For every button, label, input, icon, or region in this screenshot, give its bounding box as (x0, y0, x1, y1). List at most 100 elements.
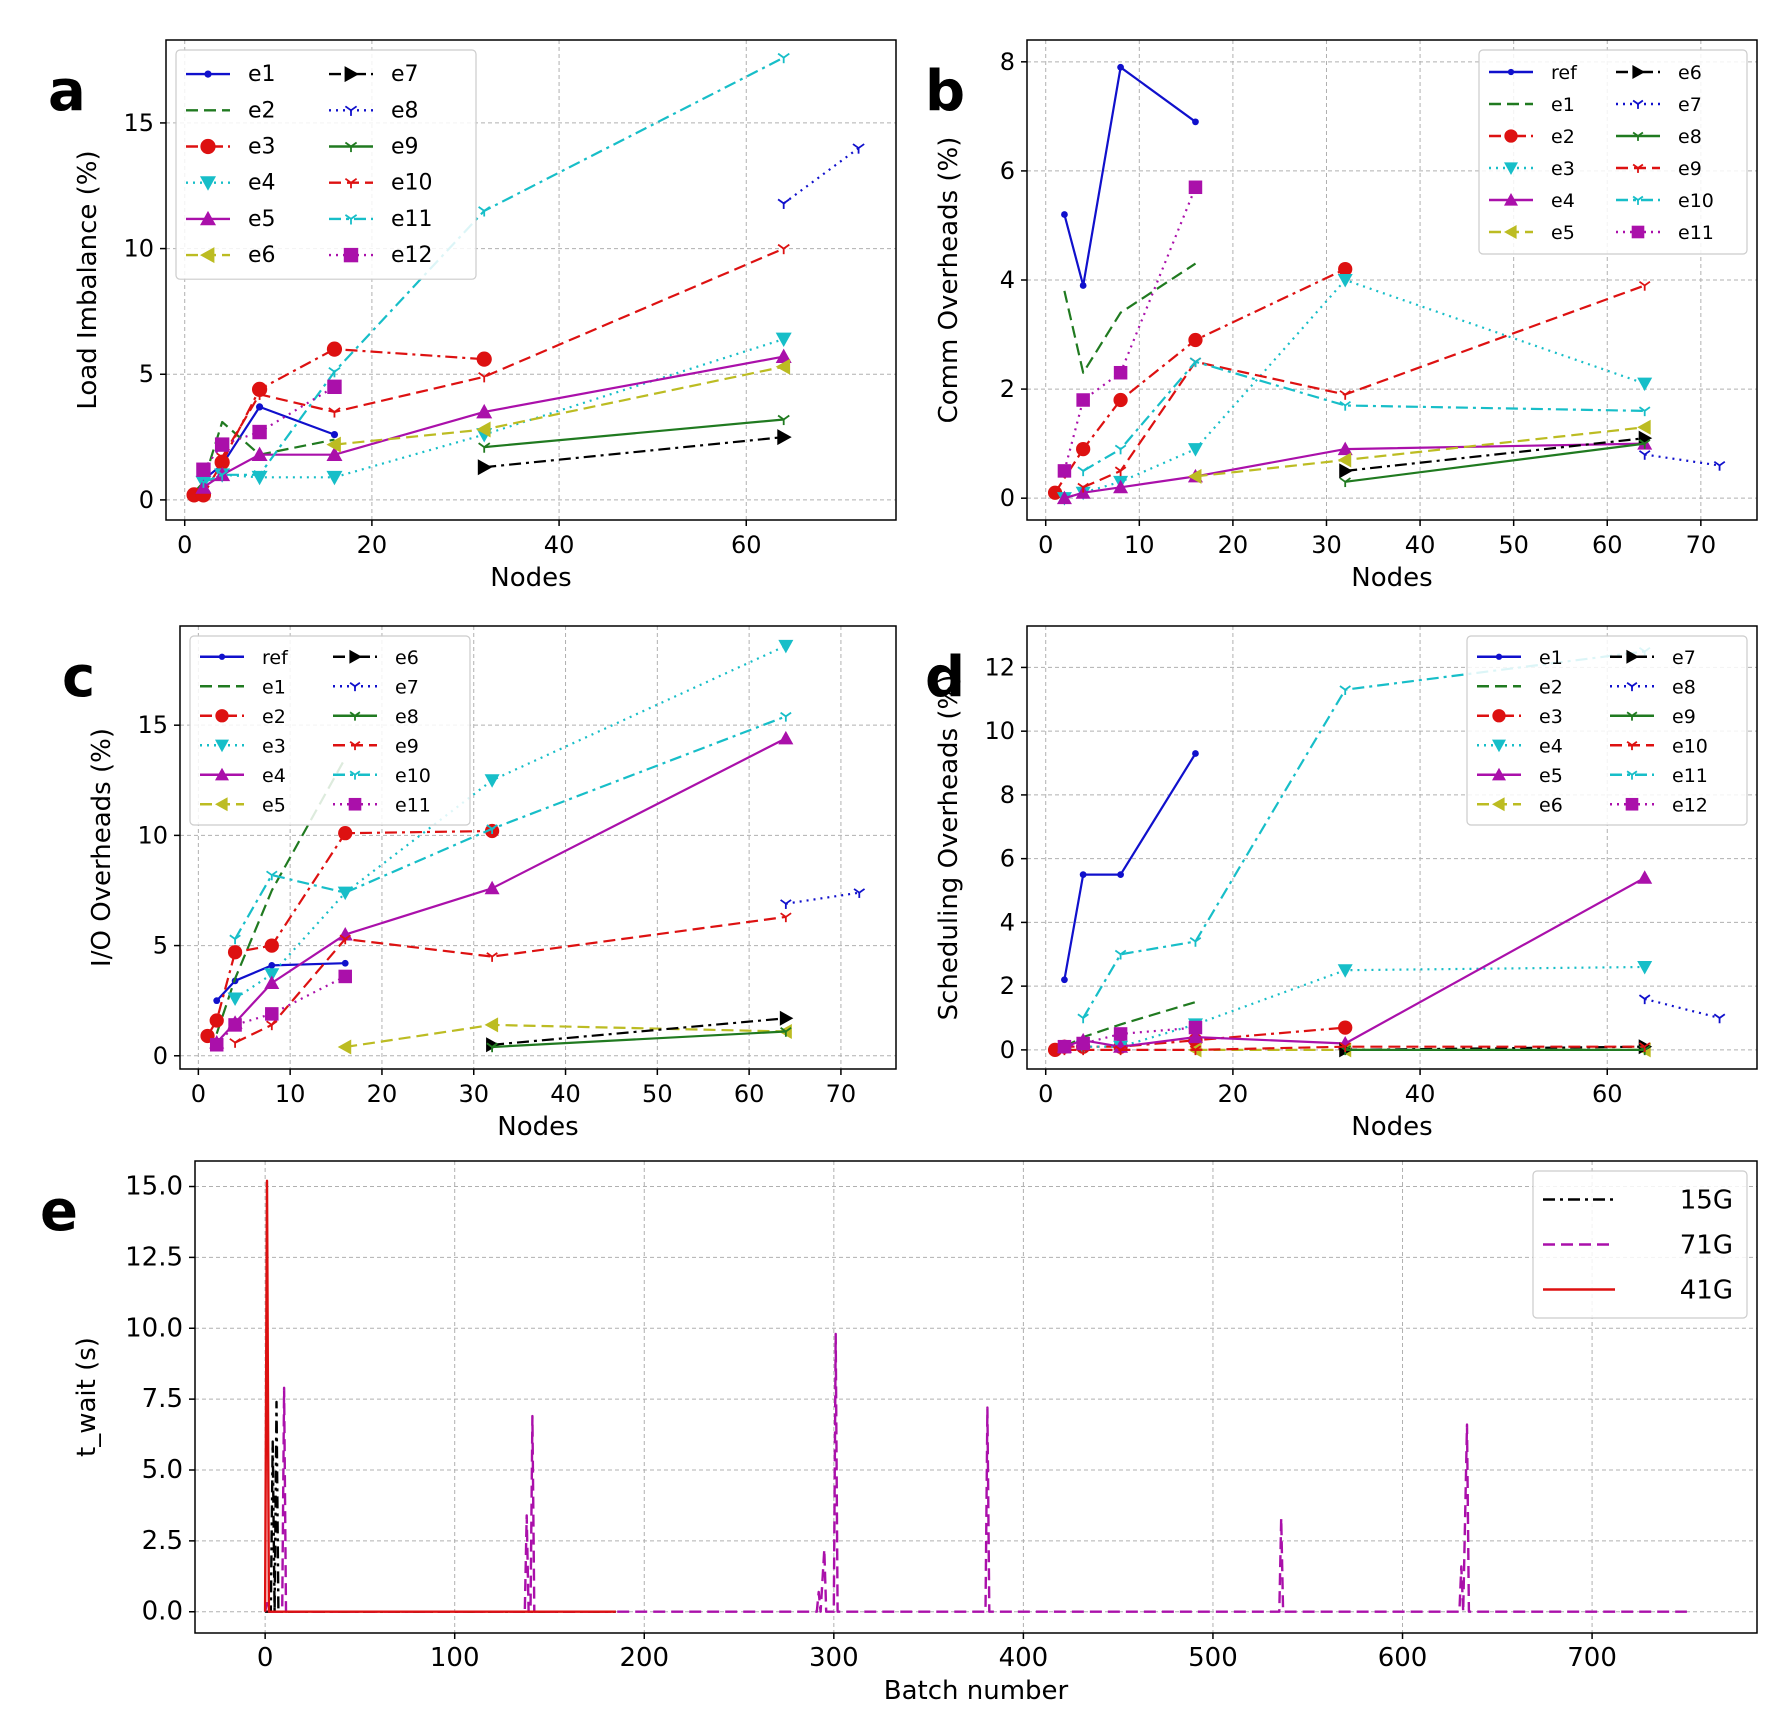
series-line-e1 (1063, 262, 1197, 374)
legend-label: e3 (262, 735, 286, 757)
x-tick-label: 400 (999, 1643, 1049, 1673)
point-ref-1 (1079, 282, 1087, 289)
series-line-e8 (1644, 997, 1720, 1020)
legend-item-e9: e9 (333, 735, 419, 757)
legend-marker-e10 (1626, 741, 1638, 751)
point-e8-0 (1638, 994, 1651, 1005)
legend-label: e10 (395, 765, 431, 787)
legend-label: e11 (1678, 222, 1714, 244)
legend-item-e11: e11 (333, 794, 431, 816)
legend-label: e11 (1672, 765, 1708, 787)
point-e4-5 (778, 730, 794, 745)
legend-marker-e6 (200, 247, 215, 264)
series-line-e11 (202, 56, 785, 484)
point-e10-4 (780, 711, 792, 722)
legend-item-e6: e6 (186, 243, 276, 268)
point-e11-3 (1188, 180, 1203, 195)
legend-label: e7 (391, 62, 419, 87)
legend-marker-e12 (343, 247, 359, 263)
point-e11-0 (209, 1038, 224, 1052)
series-line-71G (263, 1332, 1687, 1613)
legend-label: ref (1551, 62, 1578, 84)
grid (1027, 626, 1757, 1069)
legend-label: e10 (391, 171, 433, 196)
legend-marker-e9 (1632, 163, 1644, 173)
legend-marker-e10 (344, 177, 358, 189)
point-e5-2 (251, 446, 268, 462)
point-e4-4 (1337, 441, 1353, 456)
point-e8-1 (1638, 439, 1651, 449)
legend-marker-e2 (215, 709, 229, 723)
legend: 15G 71G 41G (1532, 1170, 1748, 1319)
point-e11-2 (1113, 365, 1128, 380)
point-e10-3 (478, 372, 491, 383)
panel-label-a: a (48, 59, 86, 124)
legend: e1 e2 e3 e4 e5 e6 e7 e8 e9 e10 e11 e12 (175, 49, 477, 280)
point-e11-4 (478, 206, 491, 217)
point-e4-2 (264, 975, 280, 990)
legend-label: e8 (395, 706, 419, 728)
x-tick-label: 30 (1311, 531, 1342, 559)
series-line-41G (263, 1179, 616, 1613)
point-e5-5 (1637, 870, 1653, 884)
legend-marker-e5 (200, 210, 216, 226)
series-line-e11 (1063, 186, 1197, 472)
point-e12-0 (196, 462, 211, 477)
x-tick-label: 600 (1378, 1643, 1428, 1673)
series-line-e1 (1063, 752, 1197, 980)
legend-item-e6: e6 (1616, 62, 1702, 84)
legend-label: e3 (1539, 706, 1563, 728)
axes-frame (165, 39, 897, 521)
point-e4-4 (1637, 961, 1653, 975)
legend-label: e9 (1672, 706, 1696, 728)
series-line-e10 (1064, 1045, 1645, 1052)
legend-item-e9: e9 (329, 135, 419, 160)
legend-item-e1: e1 (1477, 647, 1563, 669)
y-tick-label: 0 (1000, 1036, 1015, 1064)
legend-item-e1: e1 (200, 676, 286, 698)
legend-label: e6 (1678, 62, 1702, 84)
legend-marker-e9 (349, 741, 361, 751)
x-axis-label: Batch number (884, 1676, 1069, 1706)
legend-label: e7 (1678, 94, 1702, 116)
point-e8-1 (852, 143, 865, 154)
y-tick-label: 0.0 (142, 1597, 183, 1627)
legend-marker-e11 (1626, 770, 1638, 780)
legend-item-71G: 71G (1543, 1231, 1733, 1261)
legend-marker-e8 (1626, 682, 1638, 692)
legend-item-e4: e4 (200, 765, 286, 787)
y-tick-label: 0 (139, 486, 154, 514)
legend-label: e8 (391, 98, 419, 123)
legend-item-e5: e5 (200, 794, 286, 816)
legend-item-15G: 15G (1543, 1186, 1733, 1216)
y-tick-label: 12.5 (125, 1242, 183, 1272)
legend-item-e1: e1 (1489, 94, 1575, 116)
legend-marker-e5 (1504, 225, 1517, 239)
point-e4-5 (775, 332, 792, 348)
x-tick-label: 20 (367, 1080, 398, 1108)
legend-label: 15G (1680, 1186, 1733, 1216)
point-e11-0 (1077, 1013, 1089, 1024)
x-tick-label: 40 (1405, 531, 1436, 559)
point-e9-1 (266, 1020, 278, 1031)
y-tick-label: 12 (984, 653, 1015, 681)
legend-item-e6: e6 (333, 647, 419, 669)
point-e1-2 (255, 403, 264, 411)
legend-marker-e10 (1632, 195, 1644, 205)
point-e2-3 (264, 938, 279, 953)
point-e8-0 (777, 198, 790, 209)
legend-label: e2 (1551, 126, 1575, 148)
series-line-e8 (783, 147, 860, 205)
x-tick-label: 60 (734, 1080, 765, 1108)
y-axis-label: I/O Overheads (%) (87, 728, 117, 967)
series-line-ref (1063, 66, 1197, 287)
legend-item-e6: e6 (1477, 794, 1563, 816)
point-e10-5 (1638, 1042, 1651, 1052)
legend-label: e9 (1678, 158, 1702, 180)
legend-label: e1 (248, 62, 276, 87)
point-e3-1 (264, 968, 280, 982)
point-e2-2 (227, 945, 243, 960)
series-group (263, 1179, 1687, 1613)
point-e12-3 (327, 379, 342, 395)
point-e12-1 (1076, 1036, 1090, 1051)
